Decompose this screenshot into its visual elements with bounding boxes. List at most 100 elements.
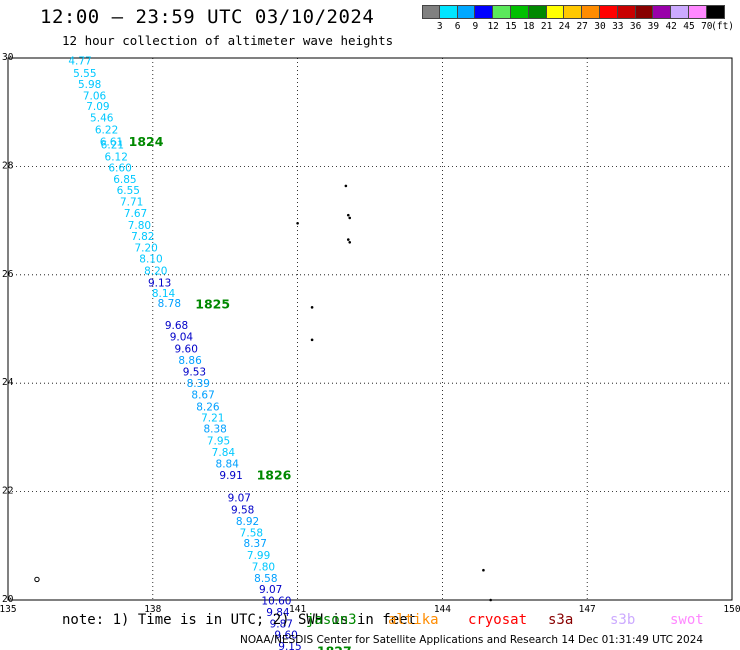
island-mark [296,222,299,225]
wave-height-value: 7.84 [212,447,236,459]
satellite-swot: swot [670,612,704,628]
island-mark [344,184,348,188]
color-legend: 3 6 9 12 15 18 21 24 27 30 33 36 39 42 45 70 (ft) [422,5,734,32]
island-mark [489,598,492,602]
legend-label: 39 [647,21,660,32]
y-tick-label: 26 [2,269,14,280]
wave-height-value: 7.80 [128,220,151,232]
legend-swatch [439,5,458,19]
island-mark [348,216,352,220]
legend-label: 15 [505,21,517,32]
wave-height-value: 8.37 [244,538,267,550]
y-tick-label: 22 [2,486,13,497]
legend-label: 45 [683,21,695,32]
legend-swatch [617,5,636,19]
chart-subtitle: 12 hour collection of altimeter wave hei… [62,33,394,48]
legend-label: 70 [701,21,713,32]
x-tick-label: 144 [434,604,451,615]
wave-height-value: 8.26 [196,402,220,414]
track-pass-label: 1824 [129,134,164,149]
legend-label: 18 [523,21,535,32]
wave-height-value: 9.53 [183,366,206,378]
wave-height-value: 6.12 [105,152,128,164]
wave-height-value: 7.80 [252,561,275,573]
wave-height-value: 9.87 [270,618,293,630]
legend-label: 30 [594,21,606,32]
wave-height-value: 5.98 [78,79,101,91]
x-tick-label: 135 [0,604,17,615]
wave-height-value: 9.58 [231,504,254,516]
legend-swatch [688,5,707,19]
wave-height-value: 6.22 [95,125,118,137]
legend-unit: (ft) [711,21,735,32]
wave-height-value: 8.38 [203,424,226,436]
y-tick-label: 24 [2,377,14,388]
legend-swatch [635,5,654,19]
wave-height-value: 6.61 [100,136,123,148]
footnote: note: 1) Time is in UTC; 2) SWH is in fe… [62,612,417,628]
legend-label: 6 [454,21,461,32]
legend-swatch [671,5,689,19]
wave-height-value: 9.60 [175,344,198,356]
island-mark [348,240,352,244]
chart-title: 12:00 — 23:59 UTC 03/10/2024 [40,6,375,28]
wave-height-value: 8.20 [144,265,167,277]
island-mark [346,213,350,217]
wave-height-value: 8.92 [236,516,259,528]
legend-label: 21 [540,21,553,32]
legend-swatch [599,5,618,19]
legend-label: 27 [576,21,588,32]
wave-height-value: 9.68 [165,320,188,332]
legend-label: 24 [558,21,571,32]
wave-height-value: 9.60 [274,630,297,642]
legend-swatch [510,5,529,19]
legend-swatch [546,5,565,19]
legend-swatch [706,5,725,19]
y-tick-label: 30 [2,52,14,63]
track-pass-label: 1827 [317,643,352,650]
legend-swatch [528,5,547,19]
wave-height-value: 7.21 [201,412,224,424]
legend-labels: 3 6 9 12 15 18 21 24 27 30 33 36 39 42 45 70 (ft) [422,19,734,32]
wave-height-value: 7.71 [120,197,143,209]
island-mark [310,306,314,309]
satellite-legend: jason3 altika cryosat s3a s3b swot [0,612,740,630]
wave-height-value: 8.67 [191,390,214,402]
x-tick-label: 141 [289,604,306,615]
wave-height-value: 7.67 [124,208,147,220]
legend-swatch [564,5,583,19]
wave-height-value: 9.04 [170,332,194,344]
wave-height-value: 8.78 [158,298,181,310]
wave-height-value: 7.09 [86,101,109,113]
island-mark [346,238,350,241]
legend-swatch [653,5,672,19]
wave-height-value: 7.82 [131,231,154,243]
legend-swatch [457,5,476,19]
wave-height-value: 7.20 [134,243,157,255]
legend-swatch [422,5,440,19]
wave-height-value: 8.39 [187,378,210,390]
wave-height-value: 6.55 [117,185,140,197]
island-mark [310,338,314,342]
wave-height-value: 8.84 [216,458,240,470]
satellite-s3b: s3b [610,612,636,628]
legend-swatch [582,5,600,19]
satellite-jason3: jason3 [306,612,357,628]
wave-height-value: 6.85 [113,174,136,186]
wave-height-value: 10.60 [261,596,291,608]
legend-label: 33 [612,21,624,32]
wave-height-value: 7.06 [83,90,107,102]
credit-line: NOAA/NESDIS Center for Satellite Applica… [240,634,704,646]
wave-height-value: 9.91 [219,470,242,482]
satellite-altika: altika [388,612,439,628]
wave-height-value: 5.55 [73,68,96,80]
wave-height-value: 7.99 [247,550,270,562]
legend-color-bar [422,5,725,19]
island-mark [482,568,485,572]
wave-height-value: 7.58 [240,527,263,539]
x-tick-label: 147 [579,604,596,615]
legend-label: 12 [487,21,499,32]
wave-height-value: 8.14 [152,288,176,300]
x-tick-label: 138 [144,604,161,615]
